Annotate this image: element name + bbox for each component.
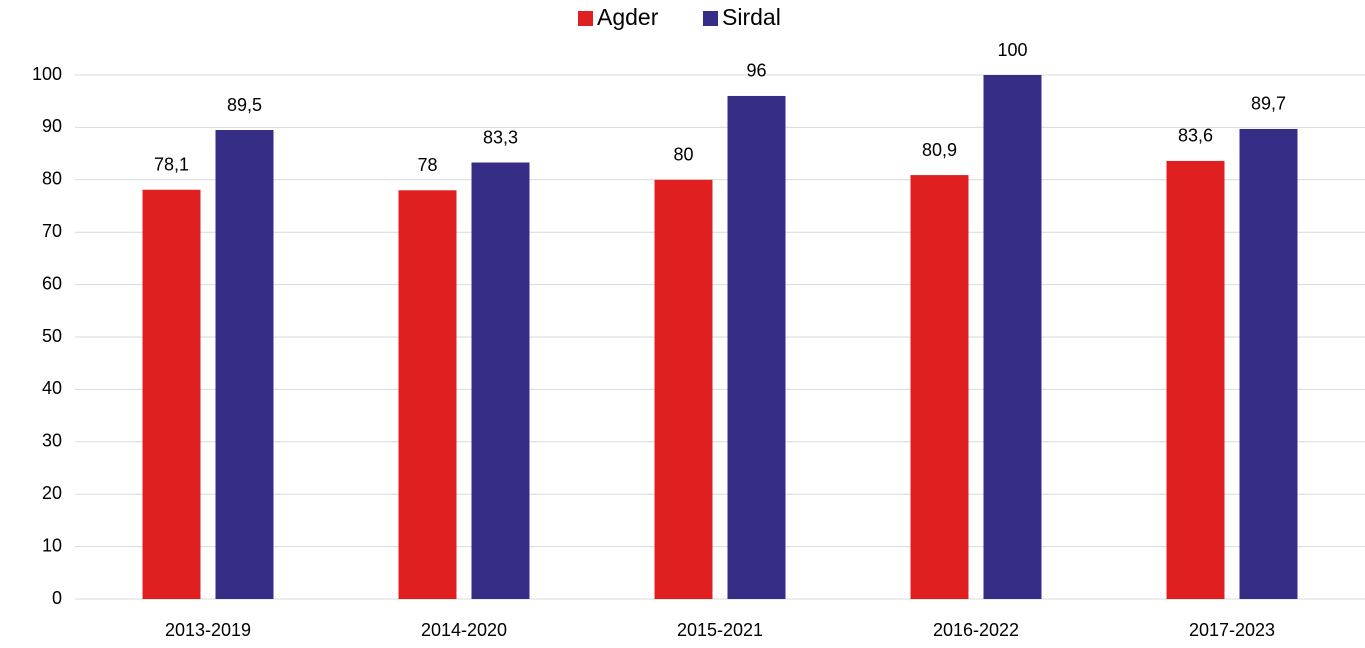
- bar: [471, 162, 530, 599]
- y-tick-label: 90: [42, 116, 62, 136]
- x-tick-label: 2015-2021: [677, 620, 763, 640]
- x-tick-label: 2013-2019: [165, 620, 251, 640]
- bar: [910, 175, 969, 600]
- value-label: 89,7: [1251, 94, 1286, 114]
- x-tick-label: 2014-2020: [421, 620, 507, 640]
- value-label: 80,9: [922, 140, 957, 160]
- value-label: 78: [417, 155, 437, 175]
- value-label: 100: [997, 40, 1027, 60]
- bar: [983, 75, 1042, 599]
- value-label: 96: [746, 61, 766, 81]
- x-tick-label: 2016-2022: [933, 620, 1019, 640]
- x-tick-label: 2017-2023: [1189, 620, 1275, 640]
- y-tick-label: 50: [42, 326, 62, 346]
- bar: [654, 179, 713, 600]
- legend-label: Agder: [597, 4, 659, 30]
- value-label: 83,3: [483, 127, 518, 147]
- value-label: 89,5: [227, 95, 262, 115]
- bar: [142, 189, 201, 600]
- y-tick-label: 20: [42, 483, 62, 503]
- bar: [215, 130, 274, 599]
- bar: [1166, 160, 1225, 599]
- bar: [1239, 128, 1298, 600]
- y-tick-label: 0: [52, 588, 62, 608]
- y-tick-label: 100: [32, 64, 62, 84]
- y-tick-label: 10: [42, 535, 62, 555]
- y-tick-label: 60: [42, 273, 62, 293]
- y-tick-label: 70: [42, 221, 62, 241]
- value-label: 83,6: [1178, 126, 1213, 146]
- legend-label: Sirdal: [722, 4, 781, 30]
- legend-swatch: [578, 11, 593, 26]
- y-tick-label: 80: [42, 169, 62, 189]
- y-tick-label: 40: [42, 378, 62, 398]
- bar: [398, 190, 457, 599]
- y-tick-label: 30: [42, 431, 62, 451]
- value-label: 78,1: [154, 155, 189, 175]
- bar: [727, 95, 786, 600]
- legend-swatch: [703, 11, 718, 26]
- value-label: 80: [673, 145, 693, 165]
